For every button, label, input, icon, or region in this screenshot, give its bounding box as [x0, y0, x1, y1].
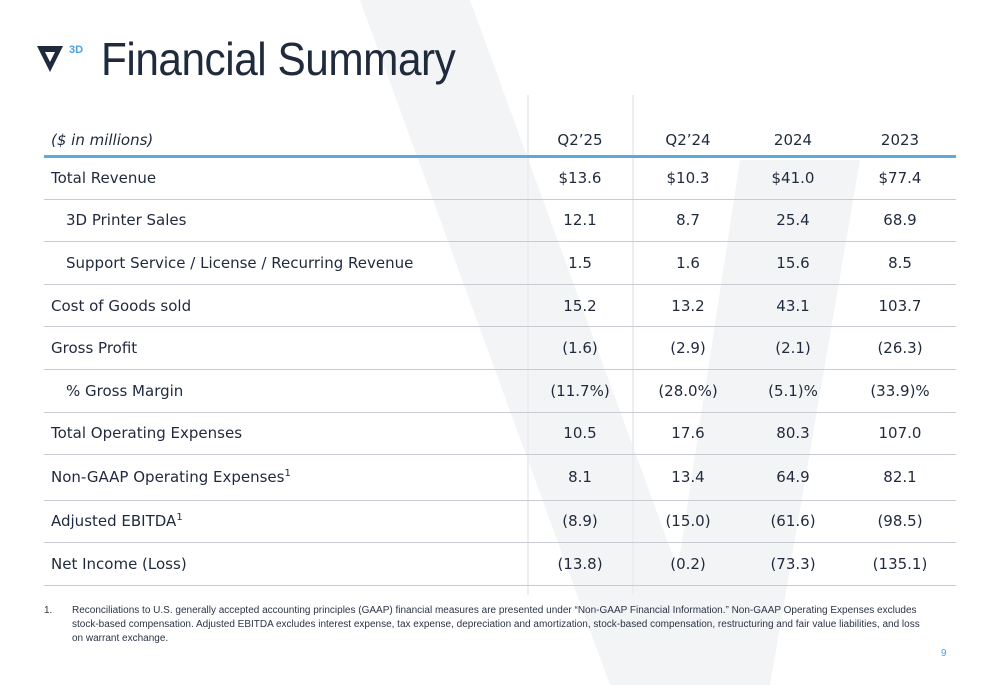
cell-value: (0.2): [670, 555, 706, 574]
row-label-text: Adjusted EBITDA: [51, 512, 177, 531]
unit-label: ($ in millions): [51, 131, 154, 149]
column-header: Q2’24: [665, 131, 711, 149]
table-row: 3D Printer Sales 12.1 8.7 25.4 68.9: [44, 199, 956, 242]
cell-value: (5.1)%: [768, 381, 818, 400]
logo-text: 3D: [69, 44, 84, 56]
cell-value: (73.3): [770, 555, 816, 574]
cell-value: (11.7%): [550, 381, 610, 400]
row-label: % Gross Margin: [66, 381, 184, 400]
table-row: Total Revenue $13.6 $10.3 $41.0 $77.4: [44, 157, 956, 200]
footnote-ref: 1: [176, 512, 183, 524]
row-label: Total Revenue: [51, 169, 157, 188]
table-row: % Gross Margin (11.7%) (28.0%) (5.1)% (3…: [44, 369, 956, 413]
row-label: Support Service / License / Recurring Re…: [66, 253, 414, 272]
table-row: Adjusted EBITDA1 (8.9) (15.0) (61.6) (98…: [44, 500, 956, 543]
table-row: Non-GAAP Operating Expenses1 8.1 13.4 64…: [44, 455, 956, 501]
table-row: Total Operating Expenses 10.5 17.6 80.3 …: [44, 412, 956, 455]
cell-value: (13.8): [557, 555, 603, 574]
cell-value: 68.9: [883, 211, 917, 230]
row-label: Gross Profit: [51, 339, 138, 358]
table-row: Cost of Goods sold 15.2 13.2 43.1 103.7: [44, 284, 956, 327]
row-label: Net Income (Loss): [51, 555, 187, 574]
cell-value: (98.5): [877, 512, 923, 531]
cell-value: 1.6: [676, 253, 700, 272]
cell-value: $13.6: [558, 169, 602, 188]
table-row: Support Service / License / Recurring Re…: [44, 242, 956, 285]
row-label: 3D Printer Sales: [66, 211, 187, 230]
cell-value: (8.9): [562, 512, 598, 531]
logo-triangle-icon: [37, 46, 63, 72]
row-label: Non-GAAP Operating Expenses1: [44, 455, 526, 501]
row-label-text: Non-GAAP Operating Expenses: [51, 468, 285, 487]
row-label: Adjusted EBITDA1: [44, 500, 526, 543]
column-header: Q2’25: [557, 131, 603, 149]
cell-value: (61.6): [770, 512, 816, 531]
table-row: Gross Profit (1.6) (2.9) (2.1) (26.3): [44, 327, 956, 370]
cell-value: (26.3): [877, 339, 923, 358]
financial-summary-table: ($ in millions) Q2’25 Q2’24 2024 2023 To…: [44, 125, 956, 586]
cell-value: 107.0: [878, 424, 922, 443]
table-row: Net Income (Loss) (13.8) (0.2) (73.3) (1…: [44, 543, 956, 586]
footnote-text: Reconciliations to U.S. generally accept…: [72, 605, 920, 644]
cell-value: 64.9: [776, 468, 810, 487]
cell-value: 10.5: [563, 424, 597, 443]
cell-value: 103.7: [878, 296, 922, 315]
cell-value: 80.3: [776, 424, 810, 443]
footnote: 1. Reconciliations to U.S. generally acc…: [44, 604, 924, 646]
cell-value: 13.2: [671, 296, 705, 315]
cell-value: 15.2: [563, 296, 597, 315]
table-header: ($ in millions) Q2’25 Q2’24 2024 2023: [44, 125, 956, 157]
cell-value: 25.4: [776, 211, 810, 230]
row-label: Total Operating Expenses: [51, 424, 243, 443]
cell-value: (1.6): [562, 339, 598, 358]
cell-value: (28.0%): [658, 381, 718, 400]
cell-value: $77.4: [878, 169, 922, 188]
cell-value: (15.0): [665, 512, 711, 531]
page-number: 9: [941, 648, 947, 659]
footnote-number: 1.: [44, 605, 53, 616]
cell-value: 15.6: [776, 253, 810, 272]
row-label: Cost of Goods sold: [51, 296, 192, 315]
cell-value: 17.6: [671, 424, 705, 443]
cell-value: $10.3: [666, 169, 710, 188]
cell-value: (33.9)%: [870, 381, 930, 400]
cell-value: (135.1): [872, 555, 928, 574]
footnote-ref: 1: [284, 468, 291, 480]
cell-value: 13.4: [671, 468, 705, 487]
column-header: 2023: [880, 131, 920, 149]
cell-value: 8.7: [676, 211, 700, 230]
cell-value: 43.1: [776, 296, 810, 315]
page-title: Financial Summary: [101, 33, 456, 85]
cell-value: 8.1: [568, 468, 592, 487]
column-header: 2024: [773, 131, 813, 149]
cell-value: 1.5: [568, 253, 592, 272]
cell-value: (2.1): [775, 339, 811, 358]
cell-value: 8.5: [888, 253, 912, 272]
company-logo: 3D: [36, 44, 92, 80]
cell-value: $41.0: [771, 169, 815, 188]
cell-value: 82.1: [883, 468, 917, 487]
cell-value: (2.9): [670, 339, 706, 358]
cell-value: 12.1: [563, 211, 597, 230]
